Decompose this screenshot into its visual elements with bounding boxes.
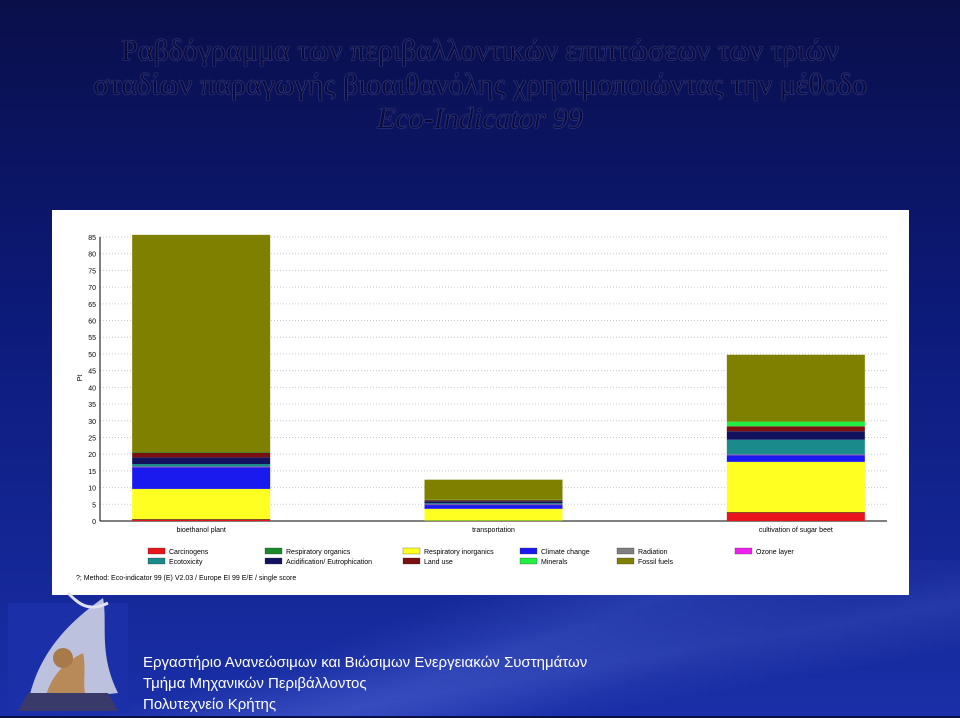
bar-segment: [132, 519, 271, 521]
legend-swatch: [264, 557, 283, 565]
legend-label: Land use: [424, 559, 453, 566]
bar-segment: [726, 439, 865, 455]
y-tick-label: 65: [88, 302, 96, 309]
bar-segment: [132, 457, 271, 465]
bar-segment: [726, 455, 865, 462]
footer-line-2: Τμήμα Μηχανικών Περιβάλλοντος: [143, 675, 367, 692]
legend-swatch: [616, 557, 635, 565]
legend-swatch: [616, 547, 635, 555]
legend-swatch: [519, 547, 538, 555]
bar-segment: [726, 512, 865, 521]
bar-segment: [424, 504, 563, 509]
legend-label: Minerals: [541, 559, 568, 566]
logo-emblem-icon: [8, 591, 128, 713]
university-logo: [8, 583, 128, 713]
legend-label: Acidification/ Eutrophication: [286, 559, 372, 566]
y-tick-label: 50: [88, 352, 96, 359]
bar-segment: [424, 501, 563, 504]
footer-line-3: Πολυτεχνείο Κρήτης: [143, 696, 277, 713]
y-tick-label: 70: [88, 285, 96, 292]
legend-swatch: [402, 557, 421, 565]
y-tick-label: 0: [92, 519, 96, 526]
bar-segment: [726, 426, 865, 432]
bar-segment: [132, 518, 271, 520]
legend-swatch: [402, 547, 421, 555]
bar-segment: [726, 421, 865, 427]
legend-swatch: [519, 557, 538, 565]
bar-segment: [424, 499, 563, 502]
bar-segment: [132, 234, 271, 453]
y-axis-label: Pt: [77, 375, 84, 382]
bar-segment: [132, 488, 271, 519]
y-tick-label: 35: [88, 402, 96, 409]
x-tick-label: transportation: [472, 527, 515, 534]
y-tick-label: 5: [92, 502, 96, 509]
legend-label: Respiratory organics: [286, 549, 351, 556]
y-tick-label: 85: [88, 235, 96, 242]
legend-label: Respiratory inorganics: [424, 549, 494, 556]
bar-segment: [424, 503, 563, 505]
legend-label: Ecotoxicity: [169, 559, 203, 566]
title-line-3: Eco-Indicator 99: [377, 102, 583, 135]
y-tick-label: 80: [88, 252, 96, 259]
bar-segment: [726, 511, 865, 513]
legend-swatch: [147, 557, 166, 565]
x-tick-label: bioethanol plant: [176, 527, 225, 534]
bar-segment: [424, 504, 563, 506]
bar-segment: [726, 431, 865, 440]
bar-segment: [132, 452, 271, 458]
y-tick-label: 30: [88, 419, 96, 426]
bar-segment: [424, 479, 563, 500]
bar-segment: [424, 508, 563, 521]
bar-segment: [424, 520, 563, 521]
footer: Εργαστήριο Ανανεώσιμων και Βιώσιμων Ενερ…: [143, 652, 587, 715]
bar-segment: [132, 464, 271, 467]
bar-segment: [132, 467, 271, 489]
y-tick-label: 25: [88, 435, 96, 442]
slide-title: Ραβδόγραμμα των περιβαλλοντικών επιπτώσε…: [0, 34, 960, 136]
y-tick-label: 40: [88, 385, 96, 392]
bar-segment: [726, 461, 865, 512]
stacked-bar-chart: 0 5 10 15 20 25 30 35 40 45 50 55 60 65 70 75 80 85 Pt bioe…: [76, 234, 887, 582]
y-tick-label: 60: [88, 319, 96, 326]
title-line-2: σταδίων παραγωγής βιοαιθανόλης χρησιμοπο…: [93, 68, 867, 101]
legend-label: Ozone layer: [756, 549, 794, 556]
y-tick-label: 45: [88, 369, 96, 376]
chart-panel: 0 5 10 15 20 25 30 35 40 45 50 55 60 65 70 75 80 85 Pt bioe…: [52, 210, 909, 595]
y-tick-label: 55: [88, 335, 96, 342]
bar-segment: [132, 452, 271, 453]
bar-segment: [726, 354, 865, 422]
bar-segment: [132, 466, 271, 468]
bar-segment: [424, 499, 563, 501]
chart-footnote: ?; Method: Eco-indicator 99 (E) V2.03 / …: [76, 575, 296, 582]
y-tick-label: 10: [88, 486, 96, 493]
bar-segment: [726, 454, 865, 456]
y-tick-label: 15: [88, 469, 96, 476]
x-tick-label: cultivation of sugar beet: [759, 527, 833, 534]
legend-label: Climate change: [541, 549, 590, 556]
legend-label: Carcinogens: [169, 549, 209, 556]
title-line-1: Ραβδόγραμμα των περιβαλλοντικών επιπτώσε…: [121, 34, 839, 67]
legend-swatch: [734, 547, 753, 555]
y-tick-label: 20: [88, 452, 96, 459]
legend-swatch: [147, 547, 166, 555]
legend-swatch: [264, 547, 283, 555]
y-tick-label: 75: [88, 268, 96, 275]
footer-line-1: Εργαστήριο Ανανεώσιμων και Βιώσιμων Ενερ…: [143, 654, 588, 671]
legend-label: Fossil fuels: [638, 559, 674, 566]
legend-label: Radiation: [638, 549, 668, 556]
